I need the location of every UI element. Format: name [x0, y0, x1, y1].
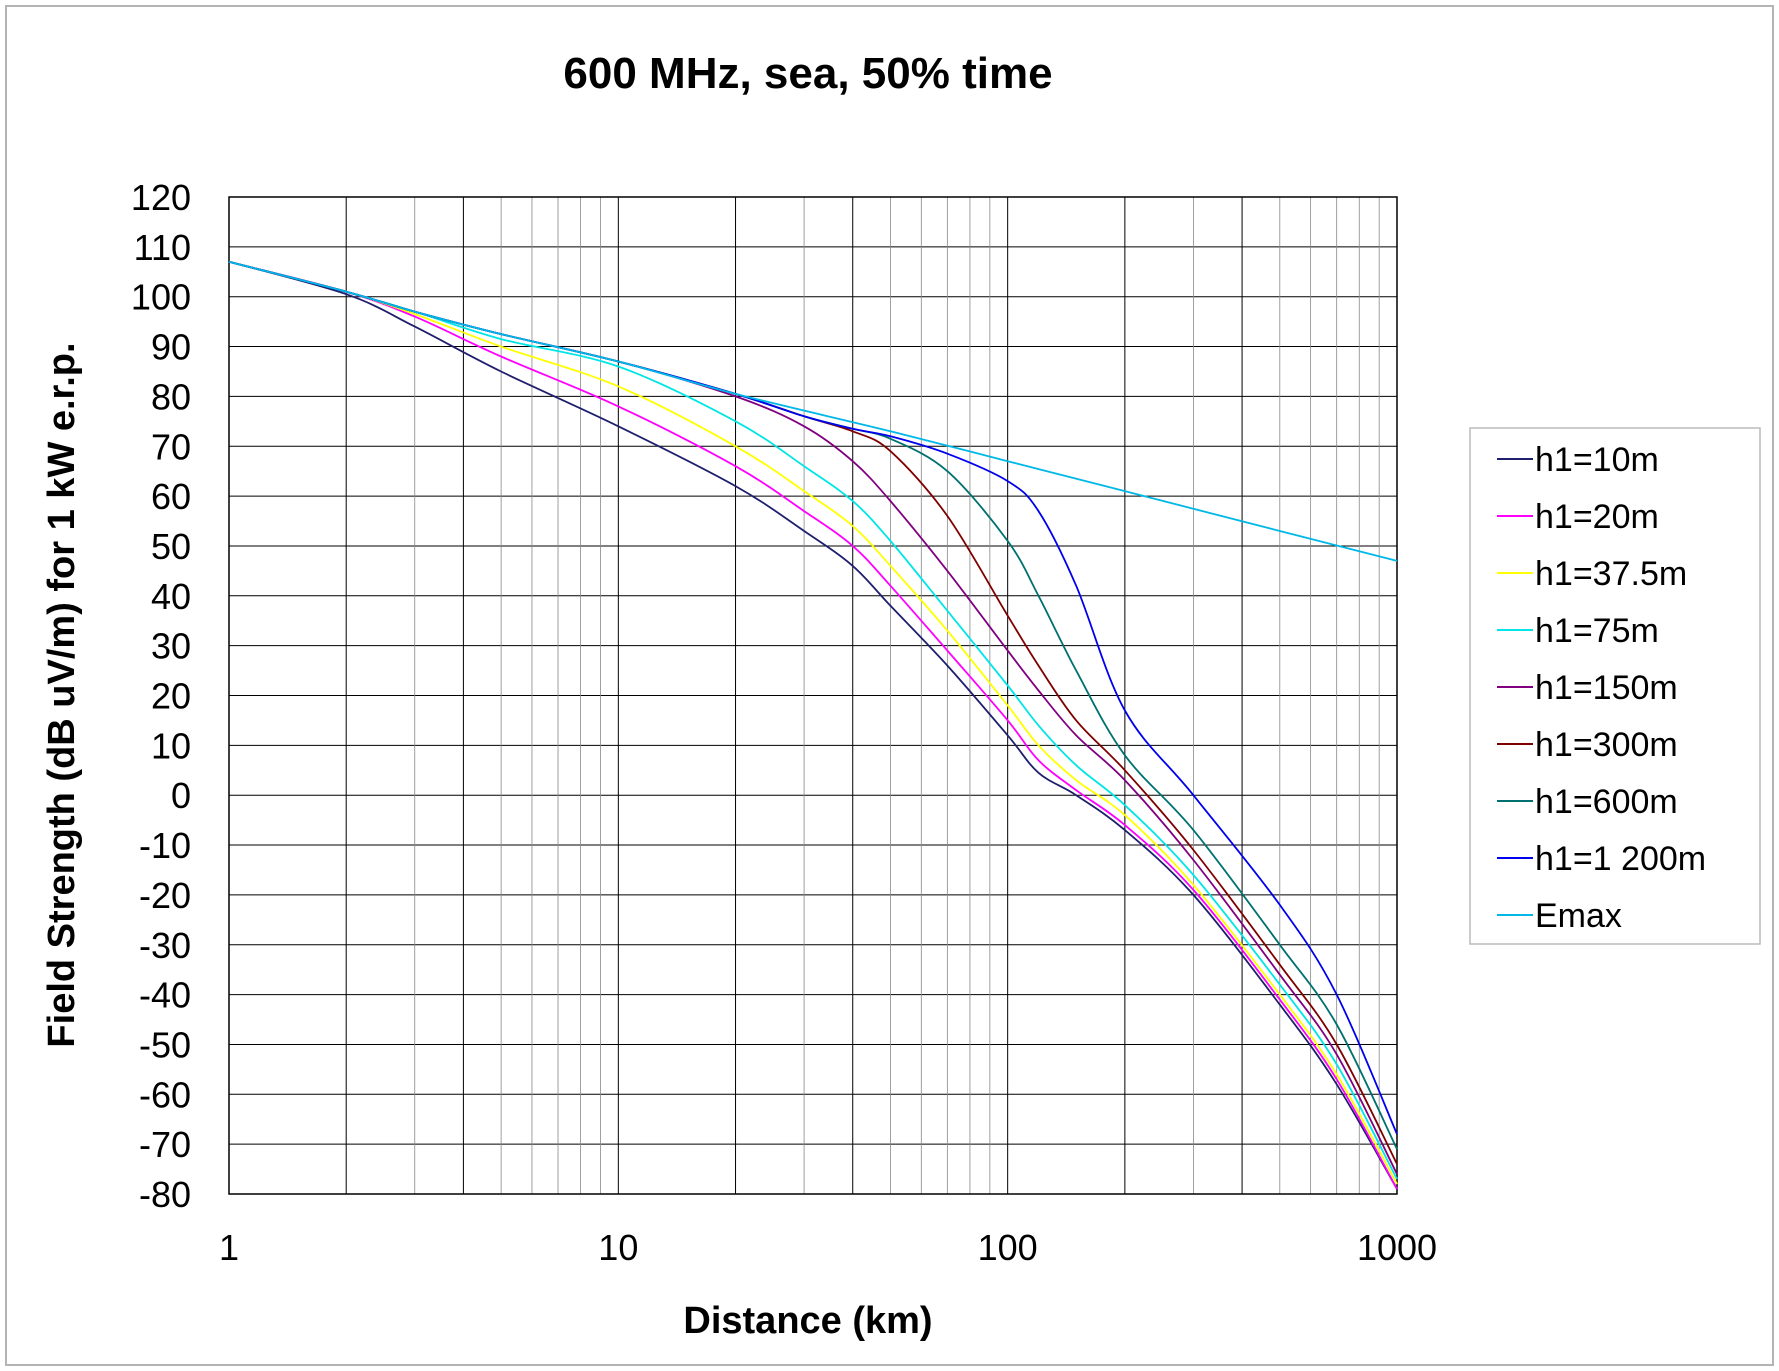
legend-label-h1-20m: h1=20m [1535, 498, 1659, 536]
y-tick-label: -20 [139, 875, 191, 916]
y-tick-label: -40 [139, 975, 191, 1016]
plot-area-border [228, 196, 1398, 1195]
y-tick-label: 10 [151, 725, 191, 766]
legend-label-h1-300m: h1=300m [1535, 726, 1678, 764]
series-line-emax [228, 260, 1398, 562]
y-tick-label: -60 [139, 1074, 191, 1115]
y-tick-label: -80 [139, 1174, 191, 1215]
y-tick-label: -30 [139, 925, 191, 966]
series-line-h1-10m [228, 260, 1398, 1190]
y-tick-label: 60 [151, 476, 191, 517]
y-tick-label: 90 [151, 327, 191, 368]
y-axis-title: Field Strength (dB uV/m) for 1 kW e.r.p. [41, 342, 83, 1047]
grid [229, 196, 1397, 1195]
series-line-h1-37-5m [228, 260, 1398, 1185]
y-tick-labels: 1201101009080706050403020100-10-20-30-40… [131, 177, 191, 1215]
y-tick-label: 120 [131, 177, 191, 218]
y-tick-label: 20 [151, 676, 191, 717]
y-tick-label: 70 [151, 426, 191, 467]
y-tick-label: -50 [139, 1024, 191, 1065]
y-tick-label: 80 [151, 376, 191, 417]
y-tick-label: 100 [131, 277, 191, 318]
y-tick-label: 40 [151, 576, 191, 617]
y-tick-label: 50 [151, 526, 191, 567]
x-tick-label: 10 [598, 1227, 638, 1268]
x-tick-label: 100 [978, 1227, 1038, 1268]
legend-label-h1-37-5m: h1=37.5m [1535, 555, 1687, 593]
y-tick-label: 30 [151, 626, 191, 667]
legend: h1=10m h1=20m h1=37.5m h1=75m h1=150m h1=300m… [1497, 441, 1706, 935]
series-line-h1-75m [228, 260, 1398, 1180]
series-group [228, 260, 1398, 1190]
legend-label-h1-600m: h1=600m [1535, 783, 1678, 821]
y-tick-label: 0 [171, 775, 191, 816]
x-tick-label: 1000 [1357, 1227, 1437, 1268]
x-tick-labels: 1 10 100 1000 [219, 1227, 1437, 1268]
x-tick-label: 1 [219, 1227, 239, 1268]
legend-label-emax: Emax [1535, 897, 1622, 935]
legend-label-h1-150m: h1=150m [1535, 669, 1678, 707]
chart-title: 600 MHz, sea, 50% time [563, 49, 1052, 98]
y-tick-label: -10 [139, 825, 191, 866]
y-tick-label: 110 [134, 227, 191, 268]
y-tick-label: -70 [139, 1124, 191, 1165]
series-line-h1-20m [228, 260, 1398, 1190]
legend-label-h1-75m: h1=75m [1535, 612, 1659, 650]
legend-label-h1-10m: h1=10m [1535, 441, 1659, 479]
x-axis-title: Distance (km) [683, 1300, 932, 1342]
legend-label-h1-1-200m: h1=1 200m [1535, 840, 1706, 878]
